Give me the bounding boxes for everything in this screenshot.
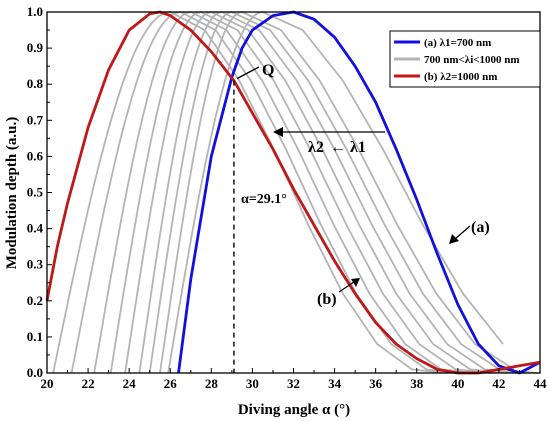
gray-curve-3 — [93, 11, 477, 374]
x-tick-label: 24 — [123, 376, 137, 391]
gray-curve-5 — [124, 11, 508, 374]
x-tick-label: 20 — [41, 376, 54, 391]
lambda2-label: λ2 — [308, 139, 324, 156]
blue-line — [177, 10, 541, 375]
x-tick-label: 38 — [410, 376, 424, 391]
x-tick-label: 30 — [246, 376, 259, 391]
x-axis-label: Diving angle α (°) — [238, 402, 350, 418]
gray-curve-9 — [167, 11, 504, 374]
q-pointer — [236, 66, 260, 80]
legend-label-700nm: (a) λ1=700 nm — [424, 37, 491, 49]
point-q-label: Q — [262, 62, 274, 79]
y-tick-label: 1.0 — [27, 4, 43, 19]
legend: (a) λ1=700 nm 700 nm<λi<1000 nm (b) λ2=1… — [389, 30, 541, 88]
y-tick-label: 0.7 — [27, 112, 44, 127]
y-tick-label: 0.9 — [27, 40, 44, 55]
series-700nm — [177, 10, 541, 375]
y-tick-label: 0.2 — [27, 293, 43, 308]
x-tick-label: 34 — [328, 376, 342, 391]
y-axis-label: Modulation depth (a.u.) — [4, 117, 20, 270]
axis-ticks: 20 22 24 26 28 30 32 34 36 38 40 42 44 0.0 0.1 0.2 0.3 0.… — [27, 4, 547, 391]
x-tick-label: 28 — [205, 376, 219, 391]
red-line — [45, 10, 541, 375]
x-tick-label: 40 — [451, 376, 464, 391]
y-tick-label: 0.8 — [27, 76, 44, 91]
lambda1-label: λ1 — [350, 139, 366, 156]
b-pointer — [338, 281, 355, 293]
series-1000nm — [45, 10, 541, 375]
x-tick-label: 26 — [164, 376, 178, 391]
gray-curve-6 — [138, 11, 523, 374]
y-tick-label: 0.1 — [27, 329, 43, 344]
x-tick-label: 36 — [369, 376, 383, 391]
legend-label-1000nm: (b) λ2=1000 nm — [424, 71, 497, 83]
x-tick-label: 32 — [287, 376, 300, 391]
label-b: (b) — [317, 291, 337, 308]
a-pointer-head — [449, 234, 459, 244]
y-tick-label: 0.5 — [27, 185, 44, 200]
legend-label-range: 700 nm<λi<1000 nm — [424, 54, 520, 66]
y-tick-label: 0.3 — [27, 257, 44, 272]
shift-arrowhead — [273, 127, 283, 137]
y-tick-label: 0.4 — [27, 221, 44, 236]
gray-curve-4 — [109, 11, 492, 374]
gray-curve-2 — [70, 11, 462, 374]
lambda-arrow-symbol: ← — [330, 139, 346, 156]
gray-series — [52, 11, 538, 374]
a-pointer — [454, 225, 471, 240]
y-tick-label: 0.0 — [27, 365, 43, 380]
x-tick-label: 44 — [534, 376, 548, 391]
b-pointer-head — [351, 278, 360, 287]
label-a: (a) — [471, 219, 490, 236]
x-tick-label: 42 — [492, 376, 505, 391]
y-tick-label: 0.6 — [27, 148, 44, 163]
gray-curve-7 — [148, 11, 538, 374]
alpha-annotation: α=29.1° — [241, 192, 287, 207]
overlay — [233, 66, 471, 373]
x-tick-label: 22 — [82, 376, 95, 391]
